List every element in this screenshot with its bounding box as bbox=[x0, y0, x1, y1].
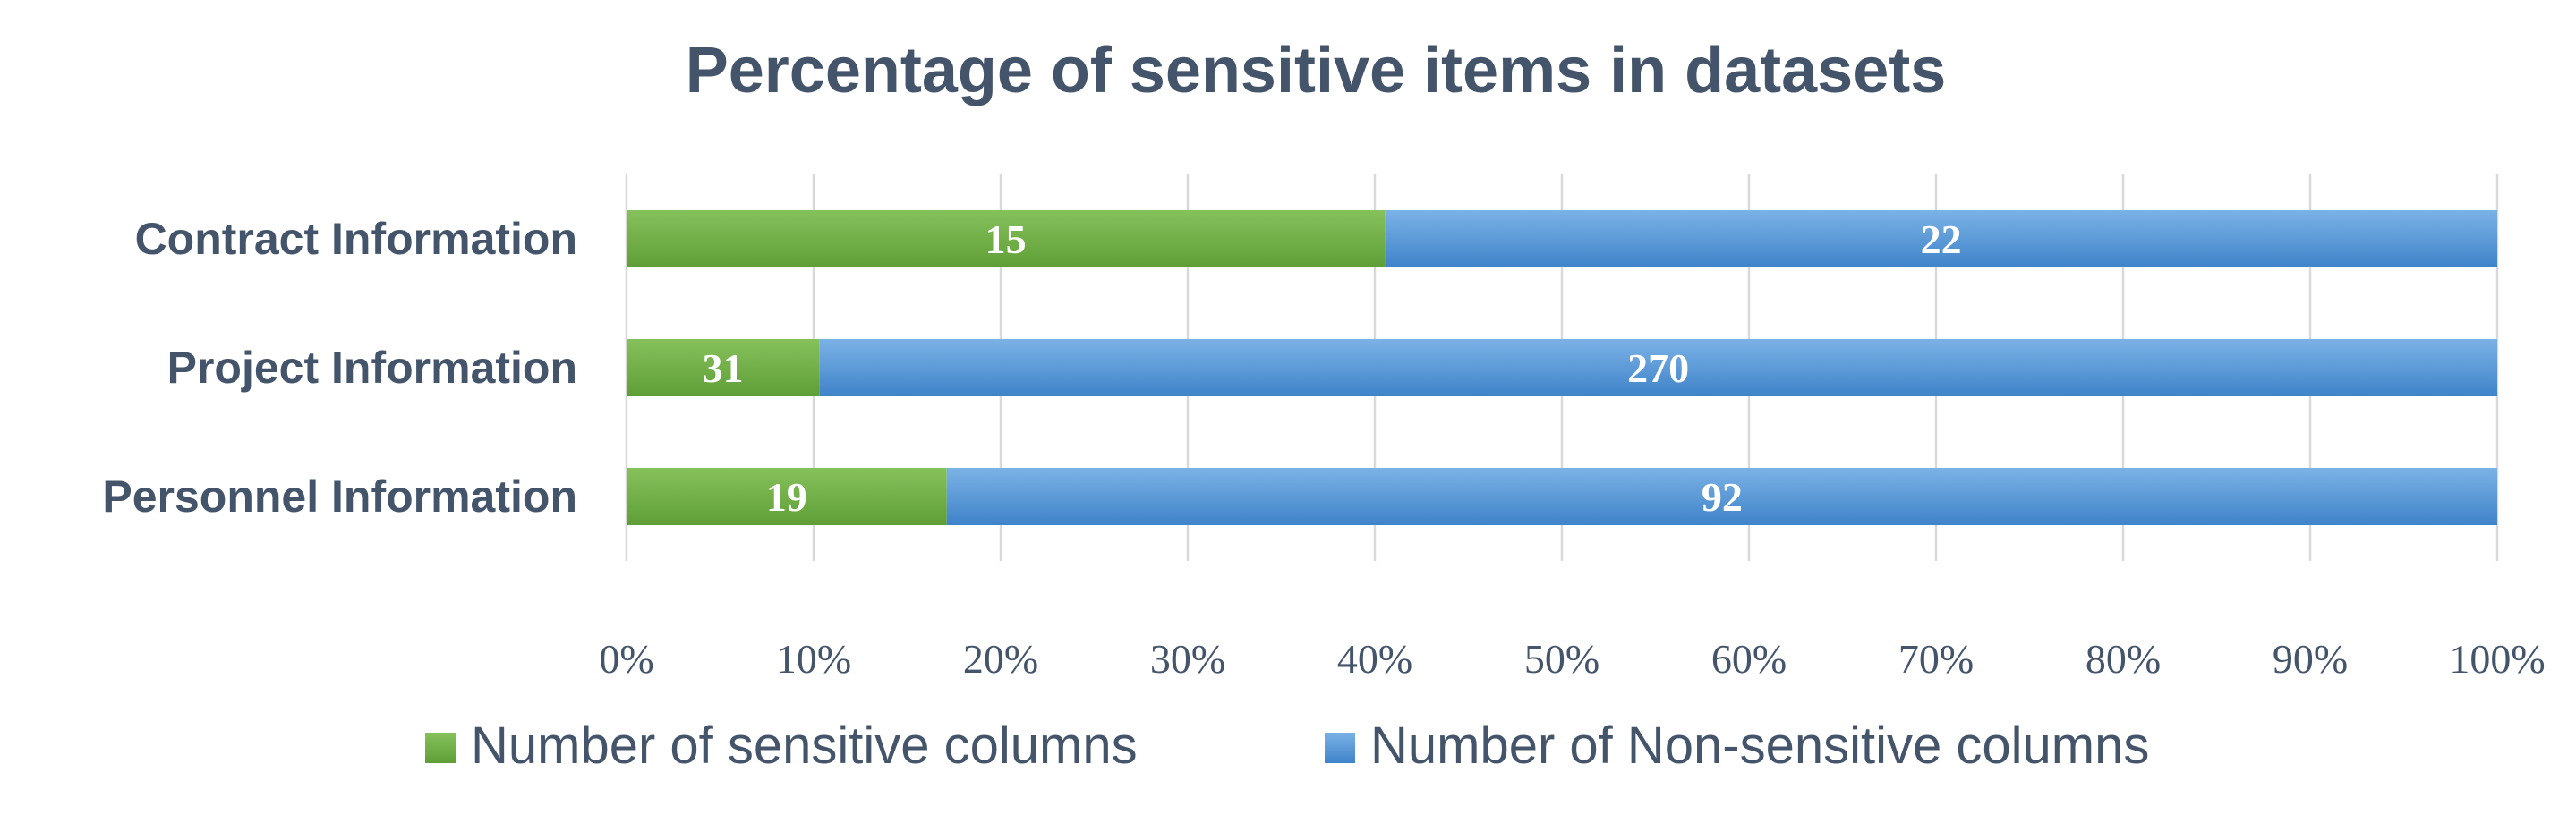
data-label: 270 bbox=[1627, 345, 1689, 391]
x-tick-label: 100% bbox=[2449, 636, 2545, 682]
category-axis-labels: Contract Information Project Information P… bbox=[102, 214, 577, 522]
category-label: Contract Information bbox=[135, 214, 577, 264]
value-axis-labels: 0% 10% 20% 30% 40% 50% 60% 70% 80% 90% 100% bbox=[599, 636, 2545, 682]
bar-segment bbox=[946, 468, 2497, 525]
data-label: 19 bbox=[766, 474, 807, 520]
legend: Number of sensitive columns Number of Non… bbox=[425, 717, 2149, 775]
x-tick-label: 40% bbox=[1337, 636, 1412, 682]
bar-segment bbox=[819, 339, 2497, 396]
x-tick-label: 30% bbox=[1150, 636, 1225, 682]
x-tick-label: 60% bbox=[1711, 636, 1787, 682]
x-tick-label: 10% bbox=[776, 636, 851, 682]
bar-segment bbox=[627, 339, 820, 396]
bars bbox=[627, 210, 2497, 525]
data-label: 31 bbox=[703, 345, 744, 391]
legend-label: Number of Non-sensitive columns bbox=[1370, 717, 2149, 775]
bar-segment bbox=[627, 468, 947, 525]
legend-label: Number of sensitive columns bbox=[471, 717, 1138, 775]
x-tick-label: 20% bbox=[963, 636, 1038, 682]
bar-segment bbox=[627, 210, 1386, 267]
chart-title: Percentage of sensitive items in dataset… bbox=[686, 35, 1947, 106]
data-label: 15 bbox=[985, 216, 1027, 262]
data-label: 92 bbox=[1702, 474, 1743, 520]
x-tick-label: 50% bbox=[1524, 636, 1599, 682]
x-tick-label: 0% bbox=[599, 636, 653, 682]
bar-segment bbox=[1385, 210, 2497, 267]
category-label: Project Information bbox=[167, 343, 577, 393]
x-tick-label: 90% bbox=[2273, 636, 2348, 682]
legend-swatch bbox=[1325, 733, 1355, 763]
x-tick-label: 80% bbox=[2086, 636, 2161, 682]
data-label: 22 bbox=[1921, 216, 1962, 262]
category-label: Personnel Information bbox=[102, 471, 577, 522]
legend-swatch bbox=[425, 733, 456, 763]
data-labels: 15 22 31 270 19 92 bbox=[703, 216, 1962, 520]
x-tick-label: 70% bbox=[1898, 636, 1974, 682]
